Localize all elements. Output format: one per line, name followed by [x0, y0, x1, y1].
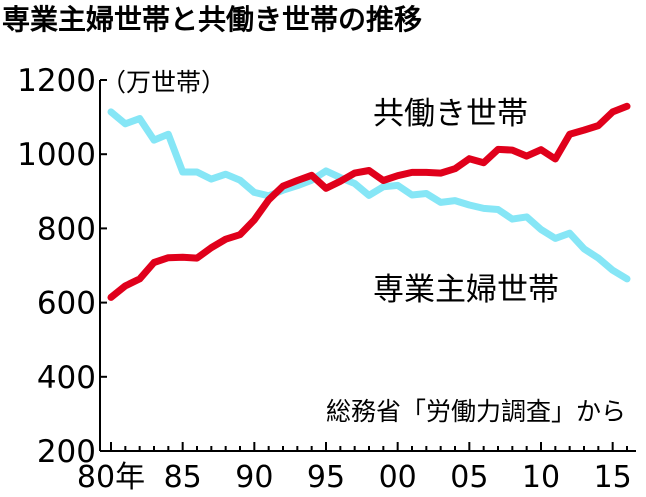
- x-tick-label: 05: [450, 460, 488, 495]
- x-tick-label: 80年: [77, 460, 145, 495]
- y-tick-label: 400: [37, 360, 96, 396]
- y-axis-ticks: 200 400 600 800 1000 1200: [17, 63, 107, 470]
- x-tick-label: 90: [235, 460, 273, 495]
- y-tick-label: 200: [37, 434, 96, 470]
- line-housewife: [107, 108, 631, 283]
- y-tick-label: 1200: [17, 63, 96, 99]
- y-tick-label: 600: [37, 286, 96, 322]
- axes: [99, 80, 636, 452]
- series-label-dual-income: 共働き世帯: [373, 96, 528, 132]
- x-axis-ticks: 80年 85 90 95 00 05 10 15: [77, 442, 632, 495]
- x-tick-label: 85: [164, 460, 202, 495]
- x-tick-label: 10: [522, 460, 560, 495]
- x-tick-label: 15: [594, 460, 632, 495]
- series-lines: [107, 102, 631, 301]
- line-dual-income: [107, 102, 631, 301]
- y-tick-label: 800: [37, 211, 96, 247]
- source-note: 総務省「労働力調査」から: [326, 397, 626, 426]
- chart-title: 専業主婦世帯と共働き世帯の推移: [2, 3, 422, 36]
- unit-label: （万世帯）: [101, 68, 226, 97]
- y-tick-label: 1000: [17, 137, 96, 173]
- x-tick-label: 95: [307, 460, 345, 495]
- series-label-housewife: 専業主婦世帯: [373, 272, 559, 308]
- x-tick-label: 00: [379, 460, 417, 495]
